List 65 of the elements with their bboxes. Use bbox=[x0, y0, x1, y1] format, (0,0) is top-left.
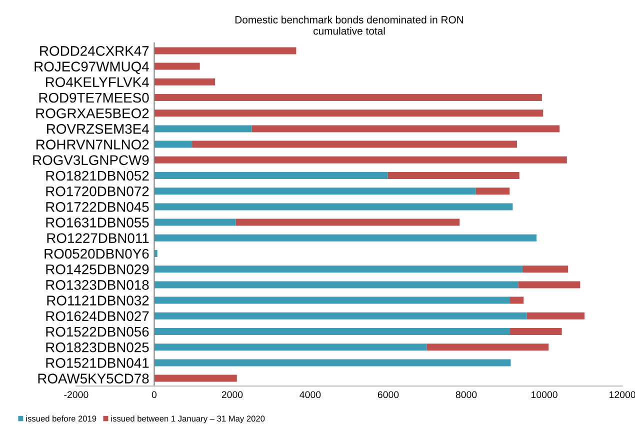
bar bbox=[252, 125, 560, 132]
bar bbox=[154, 234, 536, 242]
bar bbox=[388, 172, 520, 180]
bar bbox=[154, 110, 544, 117]
bar bbox=[154, 156, 567, 164]
y-tick-label: RO4KELYFLVK4 bbox=[46, 77, 149, 88]
y-tick-label: ROJEC97WMUQ4 bbox=[34, 62, 149, 74]
bar bbox=[154, 188, 476, 195]
bar bbox=[154, 203, 513, 210]
bar bbox=[426, 344, 549, 351]
y-tick-label: RO1425DBN029 bbox=[46, 264, 149, 274]
bar bbox=[154, 47, 296, 54]
y-tick-label: ROD9TE7MEES0 bbox=[39, 92, 149, 103]
bar bbox=[154, 266, 522, 273]
bar bbox=[154, 281, 518, 288]
y-tick-label: RO1521DBN041 bbox=[46, 358, 149, 368]
bar bbox=[476, 188, 510, 195]
y-tick-label: RO1227DBN011 bbox=[47, 233, 149, 244]
y-tick-label: ROGV3LGNPCW9 bbox=[33, 155, 149, 166]
y-tick-label: RO1821DBN052 bbox=[46, 170, 149, 181]
legend-label: issued before 2019 bbox=[26, 415, 96, 422]
y-tick-label: RO1121DBN032 bbox=[47, 296, 149, 306]
y-tick-label: RO1720DBN072 bbox=[46, 186, 149, 196]
y-tick-label: RO1323DBN018 bbox=[46, 280, 149, 290]
bar bbox=[192, 140, 517, 148]
bar bbox=[236, 218, 460, 226]
x-tick-label: 12000 bbox=[610, 391, 635, 398]
x-tick-label: 2000 bbox=[222, 391, 243, 398]
bar bbox=[526, 312, 584, 320]
legend-label: issued between 1 January – 31 May 2020 bbox=[111, 415, 265, 424]
x-tick-label: -2000 bbox=[64, 391, 88, 398]
y-tick-label: RO1631DBN055 bbox=[46, 218, 149, 228]
y-tick-label: RODD24CXRK47 bbox=[40, 46, 149, 56]
bar bbox=[510, 328, 562, 336]
bar bbox=[154, 78, 216, 86]
chart-title: Domestic benchmark bonds denominated in RON cumulative total bbox=[235, 16, 464, 35]
y-tick-label: ROVRZSEM3E4 bbox=[47, 124, 149, 134]
bar bbox=[154, 140, 192, 148]
bar bbox=[522, 266, 568, 273]
x-tick-label: 0 bbox=[152, 391, 157, 398]
x-tick-label: 4000 bbox=[300, 391, 321, 398]
bar bbox=[154, 172, 388, 180]
y-tick-label: ROGRXAE5BEO2 bbox=[36, 108, 149, 118]
bar bbox=[154, 312, 527, 320]
bar bbox=[154, 359, 511, 366]
bar bbox=[154, 344, 427, 351]
y-tick-label: ROHRVN7NLNO2 bbox=[36, 140, 149, 150]
x-tick-label: 6000 bbox=[378, 391, 399, 398]
y-tick-label: RO1823DBN025 bbox=[46, 342, 149, 352]
y-tick-label: RO1624DBN027 bbox=[46, 311, 149, 322]
y-tick-label: RO0520DBN0Y6 bbox=[44, 248, 149, 259]
bar bbox=[154, 218, 236, 226]
y-tick-label: RO1722DBN045 bbox=[46, 202, 149, 212]
bar bbox=[154, 62, 200, 70]
y-tick-label: RO1522DBN056 bbox=[46, 326, 149, 337]
x-tick-label: 10000 bbox=[532, 391, 558, 398]
bar bbox=[510, 296, 524, 304]
bar bbox=[154, 94, 542, 102]
x-tick-label: 8000 bbox=[456, 391, 477, 398]
bar bbox=[154, 125, 252, 132]
bar bbox=[154, 328, 510, 336]
bar bbox=[518, 281, 580, 288]
bar bbox=[154, 374, 237, 382]
bar bbox=[154, 296, 510, 304]
y-tick-label: ROAW5KY5CD78 bbox=[38, 374, 149, 384]
